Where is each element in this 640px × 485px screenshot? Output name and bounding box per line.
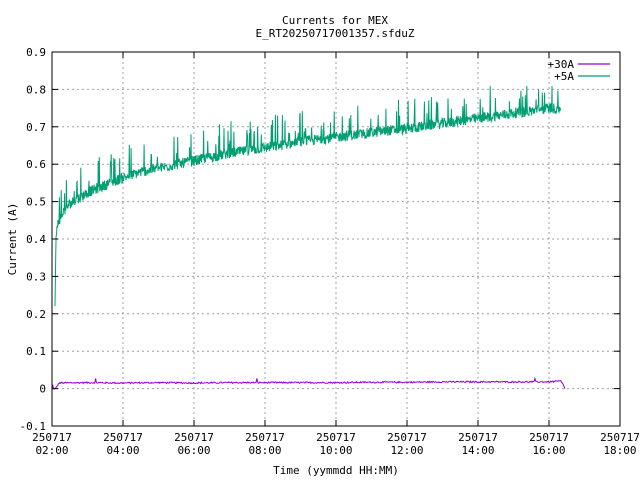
y-tick-label: 0.3 bbox=[26, 270, 46, 283]
legend-label: +30A bbox=[548, 58, 575, 71]
x-tick-date-label: 250717 bbox=[103, 431, 143, 444]
x-tick-time-label: 04:00 bbox=[106, 444, 139, 457]
y-tick-label: 0.8 bbox=[26, 83, 46, 96]
x-tick-date-label: 250717 bbox=[174, 431, 214, 444]
x-tick-date-label: 250717 bbox=[600, 431, 640, 444]
series-line-plus-30a bbox=[51, 376, 566, 390]
x-tick-time-label: 16:00 bbox=[532, 444, 565, 457]
x-tick-time-label: 08:00 bbox=[248, 444, 281, 457]
y-axis-label: Current (A) bbox=[6, 203, 19, 276]
y-tick-label: 0 bbox=[39, 383, 46, 396]
legend-label: +5A bbox=[554, 70, 574, 83]
y-tick-label: 0.5 bbox=[26, 196, 46, 209]
x-tick-time-label: 14:00 bbox=[461, 444, 494, 457]
y-tick-label: 0.7 bbox=[26, 121, 46, 134]
x-tick-date-label: 250717 bbox=[458, 431, 498, 444]
x-tick-date-label: 250717 bbox=[387, 431, 427, 444]
x-axis-label: Time (yymmdd HH:MM) bbox=[273, 464, 399, 477]
x-tick-date-label: 250717 bbox=[529, 431, 569, 444]
tick-labels: -0.100.10.20.30.40.50.60.70.80.925071702… bbox=[20, 46, 640, 457]
x-tick-time-label: 12:00 bbox=[390, 444, 423, 457]
x-tick-date-label: 250717 bbox=[32, 431, 72, 444]
y-tick-label: 0.6 bbox=[26, 158, 46, 171]
series-group bbox=[51, 85, 566, 390]
y-tick-label: 0.2 bbox=[26, 308, 46, 321]
y-tick-label: -0.1 bbox=[20, 420, 47, 433]
x-tick-time-label: 10:00 bbox=[319, 444, 352, 457]
y-tick-label: 0.1 bbox=[26, 345, 46, 358]
y-tick-label: 0.9 bbox=[26, 46, 46, 59]
x-tick-date-label: 250717 bbox=[316, 431, 356, 444]
chart-title: Currents for MEX bbox=[282, 14, 388, 27]
chart-subtitle: E_RT2025071700135​7.sfduZ bbox=[256, 27, 415, 40]
x-tick-time-label: 02:00 bbox=[35, 444, 68, 457]
series-line-plus-5a bbox=[54, 85, 562, 307]
legend: +30A+5A bbox=[548, 58, 610, 83]
x-tick-time-label: 06:00 bbox=[177, 444, 210, 457]
y-tick-label: 0.4 bbox=[26, 233, 46, 246]
x-tick-time-label: 18:00 bbox=[603, 444, 636, 457]
x-tick-date-label: 250717 bbox=[245, 431, 285, 444]
